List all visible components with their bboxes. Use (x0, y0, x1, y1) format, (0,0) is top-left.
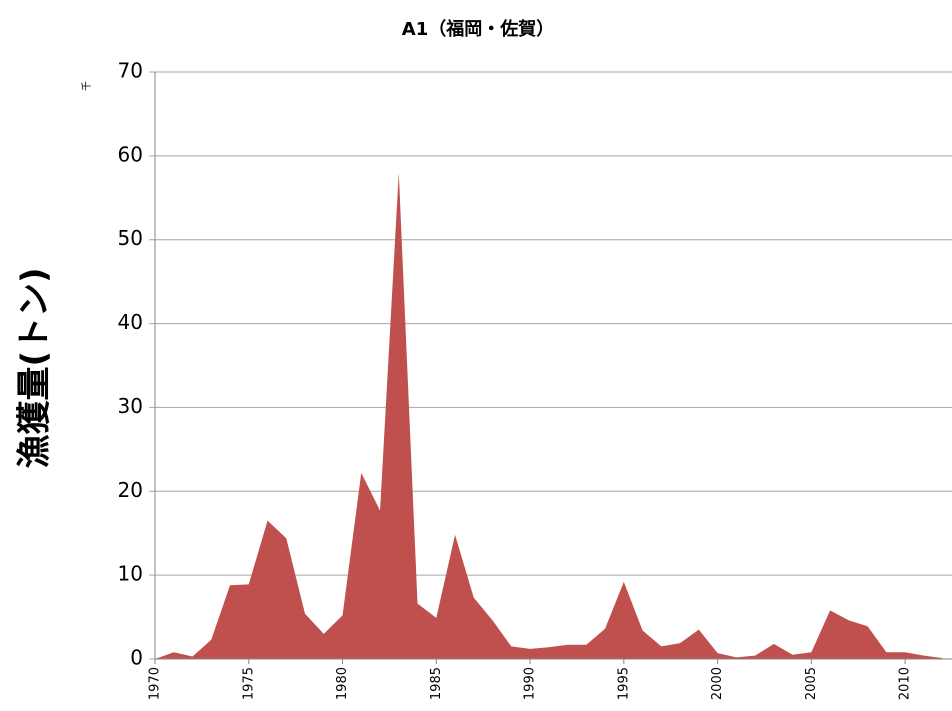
x-tick-label: 1995 (616, 667, 631, 700)
x-tick-label: 2005 (804, 667, 819, 700)
area (155, 172, 943, 659)
y-unit-label: 千 (81, 81, 93, 91)
x-tick-label: 1980 (335, 667, 350, 700)
chart-title: A1（福岡・佐賀） (402, 18, 554, 40)
x-tick-label: 1970 (148, 667, 163, 700)
x-tick-label: 1985 (429, 667, 444, 700)
y-axis-label: 漁獲量(トン) (15, 267, 55, 468)
x-tick-label: 2010 (898, 667, 913, 700)
y-tick-label: 30 (118, 394, 143, 418)
x-tick-label: 1975 (241, 667, 256, 700)
y-tick-label: 40 (118, 310, 143, 334)
y-tick-label: 20 (118, 478, 143, 502)
x-tick-label: 1990 (523, 667, 538, 700)
x-tick-label: 2000 (710, 667, 725, 700)
y-tick-label: 50 (118, 226, 143, 250)
y-tick-label: 0 (130, 646, 143, 670)
y-tick-label: 70 (118, 59, 143, 83)
y-tick-label: 10 (118, 562, 143, 586)
y-tick-label: 60 (118, 142, 143, 166)
